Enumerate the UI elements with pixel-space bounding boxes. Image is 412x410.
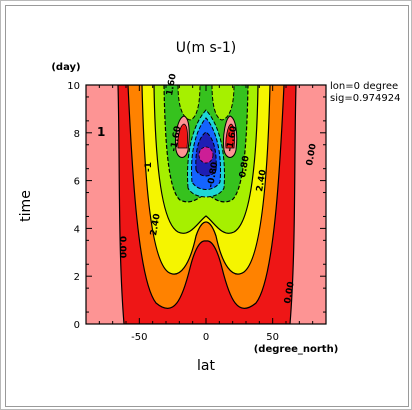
x-tick-label: -50 bbox=[131, 332, 147, 343]
plot-frame bbox=[5, 5, 409, 407]
contour-label: 0.00 bbox=[305, 143, 319, 167]
info-lon: lon=0 degree bbox=[330, 81, 398, 92]
x-tick-label: 0 bbox=[203, 332, 209, 343]
y-tick-label: 2 bbox=[74, 272, 80, 283]
y-tick-label: 0 bbox=[74, 320, 80, 331]
band-red-left-spot bbox=[177, 123, 188, 149]
contour-label: -1.60 bbox=[225, 125, 239, 152]
contour-label: 2.40 bbox=[255, 169, 269, 193]
contour-label: 0.80 bbox=[238, 155, 252, 179]
contour-label: 0.00 bbox=[117, 236, 127, 258]
contour-label: 1 bbox=[97, 125, 105, 139]
y-axis-unit: (day) bbox=[51, 62, 80, 73]
contour-fill bbox=[86, 85, 326, 324]
contour-label: -1.60 bbox=[169, 125, 183, 152]
band-red-right-spot bbox=[225, 123, 235, 149]
contour-label: -0.80 bbox=[206, 161, 220, 188]
band-lightgreen-inner bbox=[177, 85, 201, 121]
y-tick-label: 8 bbox=[74, 129, 80, 140]
y-axis-label: time bbox=[18, 190, 34, 222]
axis-ticks: -50 0 50 0 2 4 6 8 10 bbox=[67, 81, 326, 343]
y-tick-label: 4 bbox=[74, 224, 80, 235]
x-tick-label: 50 bbox=[266, 332, 279, 343]
y-tick-label: 10 bbox=[67, 81, 80, 92]
band-lightgreen-inner-right bbox=[211, 85, 235, 121]
x-axis-label: lat bbox=[197, 358, 215, 374]
x-axis-unit: (degree_north) bbox=[254, 344, 339, 355]
y-tick-label: 6 bbox=[74, 177, 80, 188]
chart-title: U(m s-1) bbox=[176, 40, 237, 56]
band-magenta bbox=[198, 146, 214, 164]
contour-label: 2.40 bbox=[149, 213, 163, 237]
info-sig: sig=0.974924 bbox=[330, 93, 400, 104]
contour-label: -1 bbox=[144, 162, 154, 172]
contour-label: 0.00 bbox=[283, 281, 297, 305]
